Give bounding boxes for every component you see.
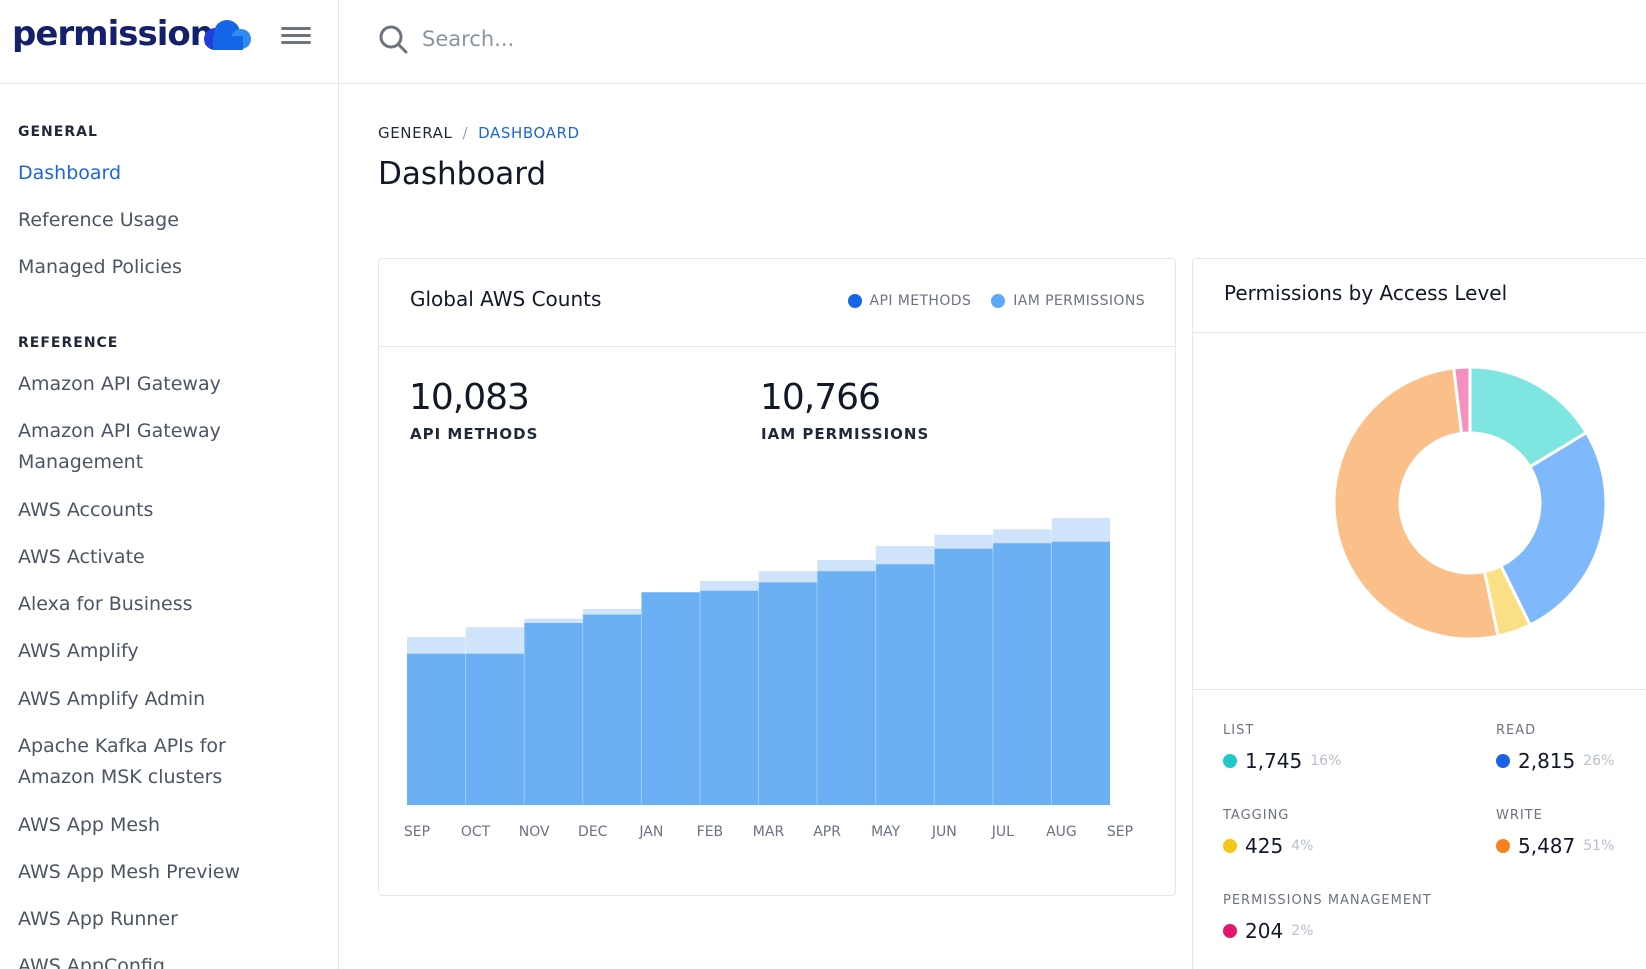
x-tick-label: JAN <box>638 824 663 840</box>
x-tick-label: DEC <box>578 824 608 840</box>
page-title: Dashboard <box>378 156 547 192</box>
x-tick-label: MAY <box>871 824 901 840</box>
breadcrumb: GENERAL / DASHBOARD <box>378 124 580 142</box>
level-pct-read: 26% <box>1583 753 1615 769</box>
breadcrumb-separator: / <box>462 124 469 142</box>
level-value-permissions-management: 204 2% <box>1223 919 1313 943</box>
sidebar-item-dashboard[interactable]: Dashboard <box>18 162 122 184</box>
level-value-list: 1,745 16% <box>1223 749 1341 773</box>
sidebar-item-aws-appconfig[interactable]: AWS AppConfig <box>18 955 165 969</box>
x-tick-label: OCT <box>461 824 491 840</box>
sidebar-item-managed-policies[interactable]: Managed Policies <box>18 256 182 278</box>
iam-permissions-label: IAM PERMISSIONS <box>761 425 930 443</box>
level-value-tagging: 425 4% <box>1223 834 1313 858</box>
sidebar-item-aws-app-mesh-preview[interactable]: AWS App Mesh Preview <box>18 861 241 883</box>
dot-list <box>1223 754 1237 768</box>
sidebar-item-aws-app-runner[interactable]: AWS App Runner <box>18 908 178 930</box>
sidebar-item-kafka-msk[interactable]: Apache Kafka APIs for Amazon MSK cluster… <box>18 735 226 788</box>
level-count-write: 5,487 <box>1518 834 1576 858</box>
x-tick-label: FEB <box>697 824 724 840</box>
legend-dot-api-methods <box>847 294 862 308</box>
level-label-tagging: TAGGING <box>1223 808 1290 823</box>
level-label-list: LIST <box>1223 723 1255 738</box>
sidebar-item-alexa-for-business[interactable]: Alexa for Business <box>18 593 193 615</box>
x-tick-label: NOV <box>519 824 550 840</box>
search-input[interactable] <box>422 20 922 58</box>
donut-slice-write <box>1332 366 1500 641</box>
level-pct-write: 51% <box>1583 838 1615 854</box>
chart-legend: API METHODS IAM PERMISSIONS <box>847 293 1145 309</box>
sidebar-item-aws-amplify-admin[interactable]: AWS Amplify Admin <box>18 688 206 710</box>
level-pct-permissions-management: 2% <box>1291 923 1314 939</box>
dot-write <box>1496 839 1510 853</box>
breadcrumb-current: DASHBOARD <box>478 124 580 142</box>
level-count-list: 1,745 <box>1245 749 1303 773</box>
nav-section-general: GENERAL <box>18 124 98 140</box>
x-tick-label: JUL <box>991 824 1014 840</box>
hamburger-menu-icon[interactable] <box>281 24 311 50</box>
global-aws-counts-card: Global AWS Counts API METHODS IAM PERMIS… <box>378 258 1176 896</box>
cloud-logo-icon <box>204 20 251 50</box>
access-card-header: Permissions by Access Level <box>1193 259 1646 333</box>
x-tick-label: SEP <box>1107 824 1133 840</box>
access-divider <box>1193 689 1646 690</box>
sidebar: permissions GENERAL Dashboard Reference … <box>0 0 339 969</box>
top-bar <box>340 0 1646 84</box>
sidebar-item-aws-accounts[interactable]: AWS Accounts <box>18 499 154 521</box>
level-label-permissions-management: PERMISSIONS MANAGEMENT <box>1223 893 1432 908</box>
access-level-card: Permissions by Access Level LIST 1,745 1… <box>1192 258 1646 969</box>
search-icon[interactable] <box>378 24 408 54</box>
x-tick-label: JUN <box>931 824 957 840</box>
dot-tagging <box>1223 839 1237 853</box>
legend-label-api-methods: API METHODS <box>869 293 972 309</box>
counts-card-header: Global AWS Counts API METHODS IAM PERMIS… <box>379 259 1175 347</box>
sidebar-item-reference-usage[interactable]: Reference Usage <box>18 209 179 231</box>
x-tick-label: MAR <box>753 824 785 840</box>
sidebar-item-api-gateway-management[interactable]: Amazon API Gateway Management <box>18 420 221 473</box>
level-count-permissions-management: 204 <box>1245 919 1284 943</box>
x-tick-label: AUG <box>1046 824 1077 840</box>
level-value-write: 5,487 51% <box>1496 834 1614 858</box>
sidebar-item-aws-app-mesh[interactable]: AWS App Mesh <box>18 814 161 836</box>
donut-slice-read <box>1498 430 1608 628</box>
area-series-api-methods <box>407 522 1110 805</box>
level-label-write: WRITE <box>1496 808 1543 823</box>
dot-read <box>1496 754 1510 768</box>
iam-permissions-count: 10,766 <box>760 377 881 418</box>
access-card-title: Permissions by Access Level <box>1224 281 1508 305</box>
brand-bar: permissions <box>0 0 338 84</box>
breadcrumb-general[interactable]: GENERAL <box>378 124 453 142</box>
sidebar-item-amazon-api-gateway[interactable]: Amazon API Gateway <box>18 373 221 395</box>
dot-permissions-management <box>1223 924 1237 938</box>
legend-dot-iam-permissions <box>991 294 1006 308</box>
level-pct-list: 16% <box>1310 753 1342 769</box>
legend-label-iam-permissions: IAM PERMISSIONS <box>1013 293 1145 309</box>
sidebar-item-aws-activate[interactable]: AWS Activate <box>18 546 145 568</box>
global-counts-area-chart: SEP OCT NOV DEC JAN FEB MAR APR MAY JUN JUL AUG SEP <box>404 497 1133 840</box>
level-label-read: READ <box>1496 723 1537 738</box>
legend-api-methods[interactable]: API METHODS <box>847 293 972 309</box>
level-count-read: 2,815 <box>1518 749 1576 773</box>
counts-card-title: Global AWS Counts <box>410 287 602 311</box>
level-value-read: 2,815 26% <box>1496 749 1614 773</box>
sidebar-item-aws-amplify[interactable]: AWS Amplify <box>18 640 139 662</box>
x-tick-label: APR <box>813 824 841 840</box>
api-methods-count: 10,083 <box>409 377 530 418</box>
x-tick-label: SEP <box>404 824 430 840</box>
api-methods-label: API METHODS <box>410 425 539 443</box>
legend-iam-permissions[interactable]: IAM PERMISSIONS <box>991 293 1145 309</box>
level-pct-tagging: 4% <box>1291 838 1314 854</box>
access-level-donut-chart <box>1332 365 1608 641</box>
donut-slice-permissions-management <box>1452 365 1472 436</box>
level-count-tagging: 425 <box>1245 834 1284 858</box>
nav-section-reference: REFERENCE <box>18 335 119 351</box>
logo-text[interactable]: permissions <box>12 14 233 54</box>
